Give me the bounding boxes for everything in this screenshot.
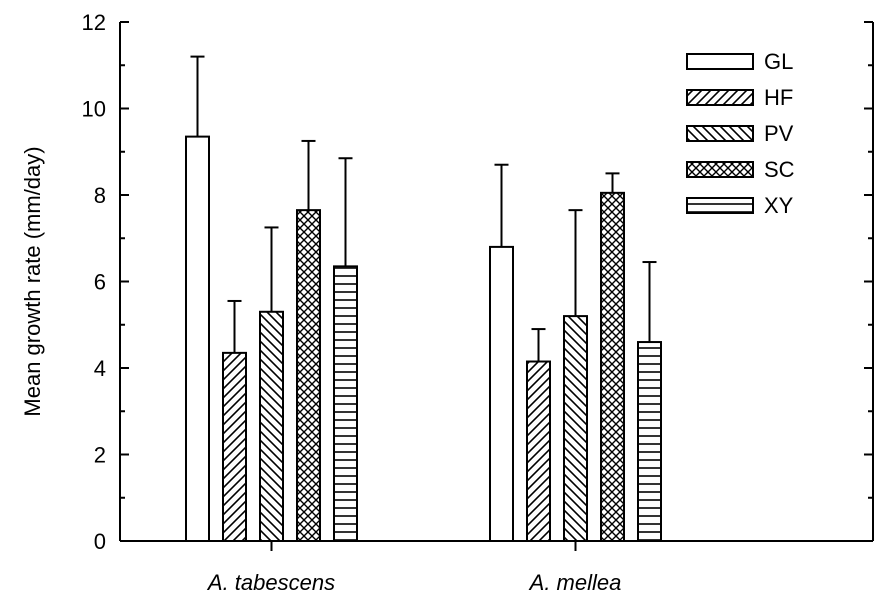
bar-gl-a-tabescens [185,135,210,543]
legend-label-hf: HF [764,85,793,110]
error-bars [190,55,657,362]
bar-xy-a-tabescens [333,265,358,542]
category-label: A. mellea [528,570,622,595]
category-label: A. tabescens [206,570,335,595]
legend-label-xy: XY [764,193,794,218]
bar-sc-a-mellea [600,191,625,542]
y-tick-label: 0 [94,529,106,554]
y-tick-label: 6 [94,270,106,295]
y-tick-label: 12 [82,10,106,35]
legend-label-pv: PV [764,121,794,146]
bars [185,135,662,543]
legend-swatch-pv [686,125,754,142]
legend-swatch-gl [686,53,754,70]
y-tick-label: 10 [82,97,106,122]
legend: GL HF PV SC XY [686,49,795,218]
x-ticks: A. tabescens A. mellea [206,541,621,595]
legend-swatch-hf [686,89,754,106]
legend-swatch-sc [686,161,754,178]
bar-xy-a-mellea [637,341,662,542]
y-tick-label: 2 [94,443,106,468]
legend-label-sc: SC [764,157,795,182]
y-ticks: 0 2 4 6 8 10 12 [82,10,873,554]
y-axis-title: Mean growth rate (mm/day) [20,146,45,416]
bar-pv-a-mellea [563,315,588,542]
legend-swatch-xy [686,197,754,214]
bar-sc-a-tabescens [296,209,321,542]
y-tick-label: 8 [94,183,106,208]
bar-gl-a-mellea [489,245,514,542]
bar-hf-a-tabescens [222,351,247,542]
legend-label-gl: GL [764,49,793,74]
bar-hf-a-mellea [526,360,551,543]
y-tick-label: 4 [94,356,106,381]
bar-pv-a-tabescens [259,310,284,542]
